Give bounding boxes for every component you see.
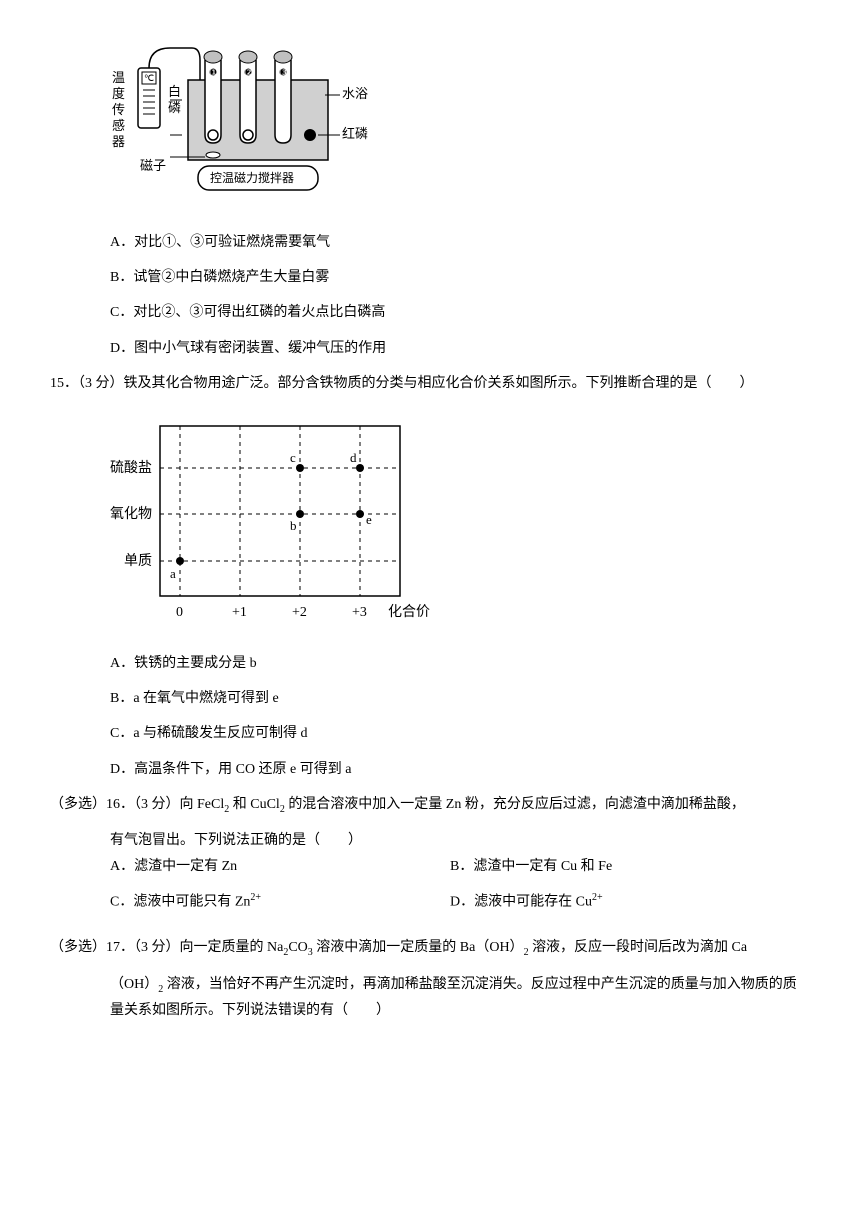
svg-text:磁子: 磁子 <box>140 158 166 173</box>
test-tube-1: ① <box>204 51 222 143</box>
q16-stem: （多选）16．（3 分）向 FeCl2 和 CuCl2 的混合溶液中加入一定量 … <box>50 792 810 819</box>
svg-text:传: 传 <box>112 102 125 117</box>
apparatus-figure: ℃ ① ② ③ <box>110 40 390 210</box>
svg-text:+3: +3 <box>352 605 367 620</box>
q16-option-c: C．滤液中可能只有 Zn2+ <box>110 889 450 915</box>
q14-option-b: B．试管②中白磷燃烧产生大量白雾 <box>110 265 810 290</box>
q16-option-b: B．滤渣中一定有 Cu 和 Fe <box>450 854 790 879</box>
test-tube-3: ③ <box>274 51 292 143</box>
q14-option-c: C．对比②、③可得出红磷的着火点比白磷高 <box>110 300 810 325</box>
q14-option-a: A．对比①、③可验证燃烧需要氧气 <box>110 230 810 255</box>
q16-row2: C．滤液中可能只有 Zn2+ D．滤液中可能存在 Cu2+ <box>110 889 810 915</box>
svg-text:单质: 单质 <box>124 553 152 569</box>
svg-text:②: ② <box>244 67 254 79</box>
q15-chart: a b c d e 硫酸盐 氧化物 单质 0 +1 +2 +3 化合价 <box>110 406 450 636</box>
svg-text:d: d <box>350 450 357 465</box>
q15-option-b: B．a 在氧气中燃烧可得到 e <box>110 686 810 711</box>
svg-text:磷: 磷 <box>168 100 181 115</box>
apparatus-svg: ℃ ① ② ③ <box>110 40 390 210</box>
q14-option-d: D．图中小气球有密闭装置、缓冲气压的作用 <box>110 336 810 361</box>
svg-text:器: 器 <box>112 134 125 149</box>
svg-text:度: 度 <box>112 86 125 101</box>
temp-sensor-label-1: 温 <box>112 70 125 85</box>
q16-option-d: D．滤液中可能存在 Cu2+ <box>450 889 790 915</box>
svg-text:红磷: 红磷 <box>342 126 368 141</box>
q15-option-c: C．a 与稀硫酸发生反应可制得 d <box>110 721 810 746</box>
q16-row1: A．滤渣中一定有 Zn B．滤渣中一定有 Cu 和 Fe <box>110 854 810 879</box>
svg-text:a: a <box>170 566 176 581</box>
svg-text:白: 白 <box>168 84 181 99</box>
svg-text:0: 0 <box>176 605 183 620</box>
q15-option-d: D．高温条件下，用 CO 还原 e 可得到 a <box>110 757 810 782</box>
svg-text:e: e <box>366 512 372 527</box>
q16-stem-line2: 有气泡冒出。下列说法正确的是（ ） <box>110 828 810 853</box>
svg-text:化合价: 化合价 <box>388 604 430 620</box>
q17-stem-line3: 量关系如图所示。下列说法错误的有（ ） <box>110 998 810 1023</box>
svg-text:+1: +1 <box>232 605 247 620</box>
svg-text:c: c <box>290 450 296 465</box>
svg-text:硫酸盐: 硫酸盐 <box>110 460 152 476</box>
q15-stem: 15．（3 分）铁及其化合物用途广泛。部分含铁物质的分类与相应化合价关系如图所示… <box>50 371 810 396</box>
svg-text:b: b <box>290 518 297 533</box>
q17-stem-line2: （OH）2 溶液，当恰好不再产生沉淀时，再滴加稀盐酸至沉淀消失。反应过程中产生沉… <box>110 972 810 999</box>
q15-option-a: A．铁锈的主要成分是 b <box>110 651 810 676</box>
svg-text:+2: +2 <box>292 605 307 620</box>
q16-option-a: A．滤渣中一定有 Zn <box>110 854 450 879</box>
svg-text:③: ③ <box>279 67 289 79</box>
svg-text:氧化物: 氧化物 <box>110 506 152 522</box>
svg-text:①: ① <box>209 67 219 79</box>
stirrer-label: 控温磁力搅拌器 <box>210 170 294 185</box>
celsius-label: ℃ <box>144 73 154 83</box>
q17-stem: （多选）17．（3 分）向一定质量的 Na2CO3 溶液中滴加一定质量的 Ba（… <box>50 935 810 962</box>
svg-text:感: 感 <box>112 118 125 133</box>
svg-text:水浴: 水浴 <box>342 86 368 101</box>
test-tube-2: ② <box>239 51 257 143</box>
